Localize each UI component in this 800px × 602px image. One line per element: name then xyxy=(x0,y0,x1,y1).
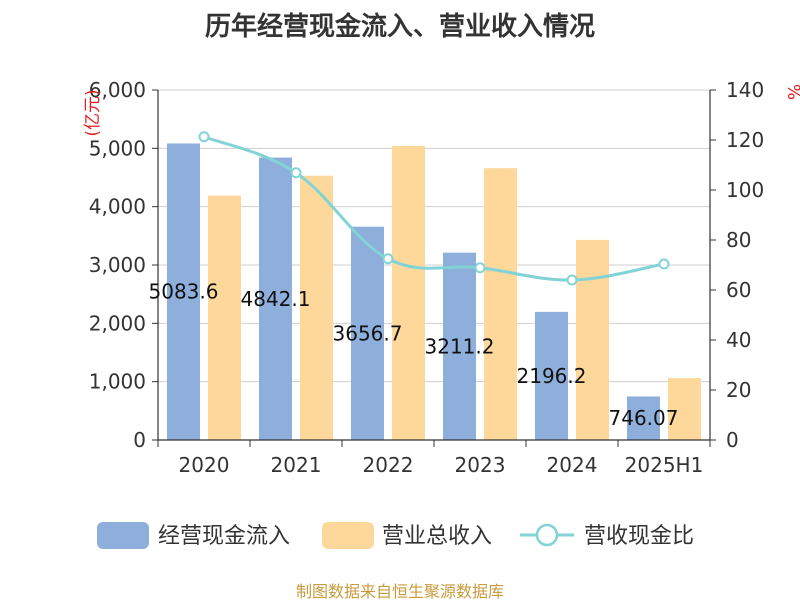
left-tick-label: 3,000 xyxy=(89,253,146,277)
bar-revenue xyxy=(208,195,241,440)
bar-cash-inflow xyxy=(535,311,568,440)
legend-label-ratio: 营收现金比 xyxy=(584,524,694,549)
bar-revenue xyxy=(668,378,701,440)
left-tick-label: 6,000 xyxy=(89,78,146,102)
left-axis-unit: (亿元) xyxy=(83,89,103,136)
ratio-point xyxy=(290,167,302,179)
source-note: 制图数据来自恒生聚源数据库 xyxy=(295,582,504,601)
ratio-point xyxy=(382,253,394,265)
left-tick-label: 0 xyxy=(133,428,146,452)
legend-label-cash-inflow: 经营现金流入 xyxy=(158,524,290,549)
bar-revenue xyxy=(300,175,333,440)
right-tick-label: 100 xyxy=(726,178,764,202)
bar-revenue xyxy=(484,168,517,440)
bar-revenue xyxy=(392,146,425,440)
data-label-cash-inflow: 3656.7 xyxy=(333,321,403,345)
x-tick-label: 2023 xyxy=(455,453,506,477)
bar-cash-inflow xyxy=(167,143,200,440)
right-tick-label: 120 xyxy=(726,128,764,152)
legend-swatch-cash-inflow xyxy=(97,522,149,549)
x-tick-label: 2020 xyxy=(179,453,230,477)
right-tick-label: 80 xyxy=(726,228,751,252)
ratio-point xyxy=(658,258,670,270)
data-label-cash-inflow: 4842.1 xyxy=(241,287,311,311)
data-label-cash-inflow: 3211.2 xyxy=(425,334,495,358)
right-tick-label: 20 xyxy=(726,378,751,402)
right-tick-label: 0 xyxy=(726,428,739,452)
left-tick-label: 1,000 xyxy=(89,370,146,394)
chart-title: 历年经营现金流入、营业收入情况 xyxy=(204,12,595,42)
left-tick-label: 5,000 xyxy=(89,136,146,160)
x-tick-label: 2022 xyxy=(363,453,414,477)
ratio-point xyxy=(566,274,578,286)
right-axis-unit: % xyxy=(783,84,800,100)
legend-swatch-ratio-marker xyxy=(535,523,559,547)
left-tick-label: 4,000 xyxy=(89,195,146,219)
bar-cash-inflow xyxy=(443,252,476,440)
data-label-cash-inflow: 746.07 xyxy=(609,406,679,430)
bar-cash-inflow xyxy=(627,396,660,440)
ratio-point xyxy=(198,131,210,143)
data-label-cash-inflow: 2196.2 xyxy=(517,364,587,388)
right-tick-label: 60 xyxy=(726,278,751,302)
x-tick-label: 2021 xyxy=(271,453,322,477)
ratio-point xyxy=(474,262,486,274)
bar-cash-inflow xyxy=(259,157,292,440)
x-tick-label: 2025H1 xyxy=(625,453,704,477)
right-tick-label: 40 xyxy=(726,328,751,352)
data-label-cash-inflow: 5083.6 xyxy=(149,280,219,304)
legend-swatch-revenue xyxy=(322,522,374,549)
right-tick-label: 140 xyxy=(726,78,764,102)
bar-cash-inflow xyxy=(351,226,384,440)
legend-label-revenue: 营业总收入 xyxy=(382,524,492,549)
bar-revenue xyxy=(576,239,609,440)
x-tick-label: 2024 xyxy=(547,453,598,477)
left-tick-label: 2,000 xyxy=(89,311,146,335)
